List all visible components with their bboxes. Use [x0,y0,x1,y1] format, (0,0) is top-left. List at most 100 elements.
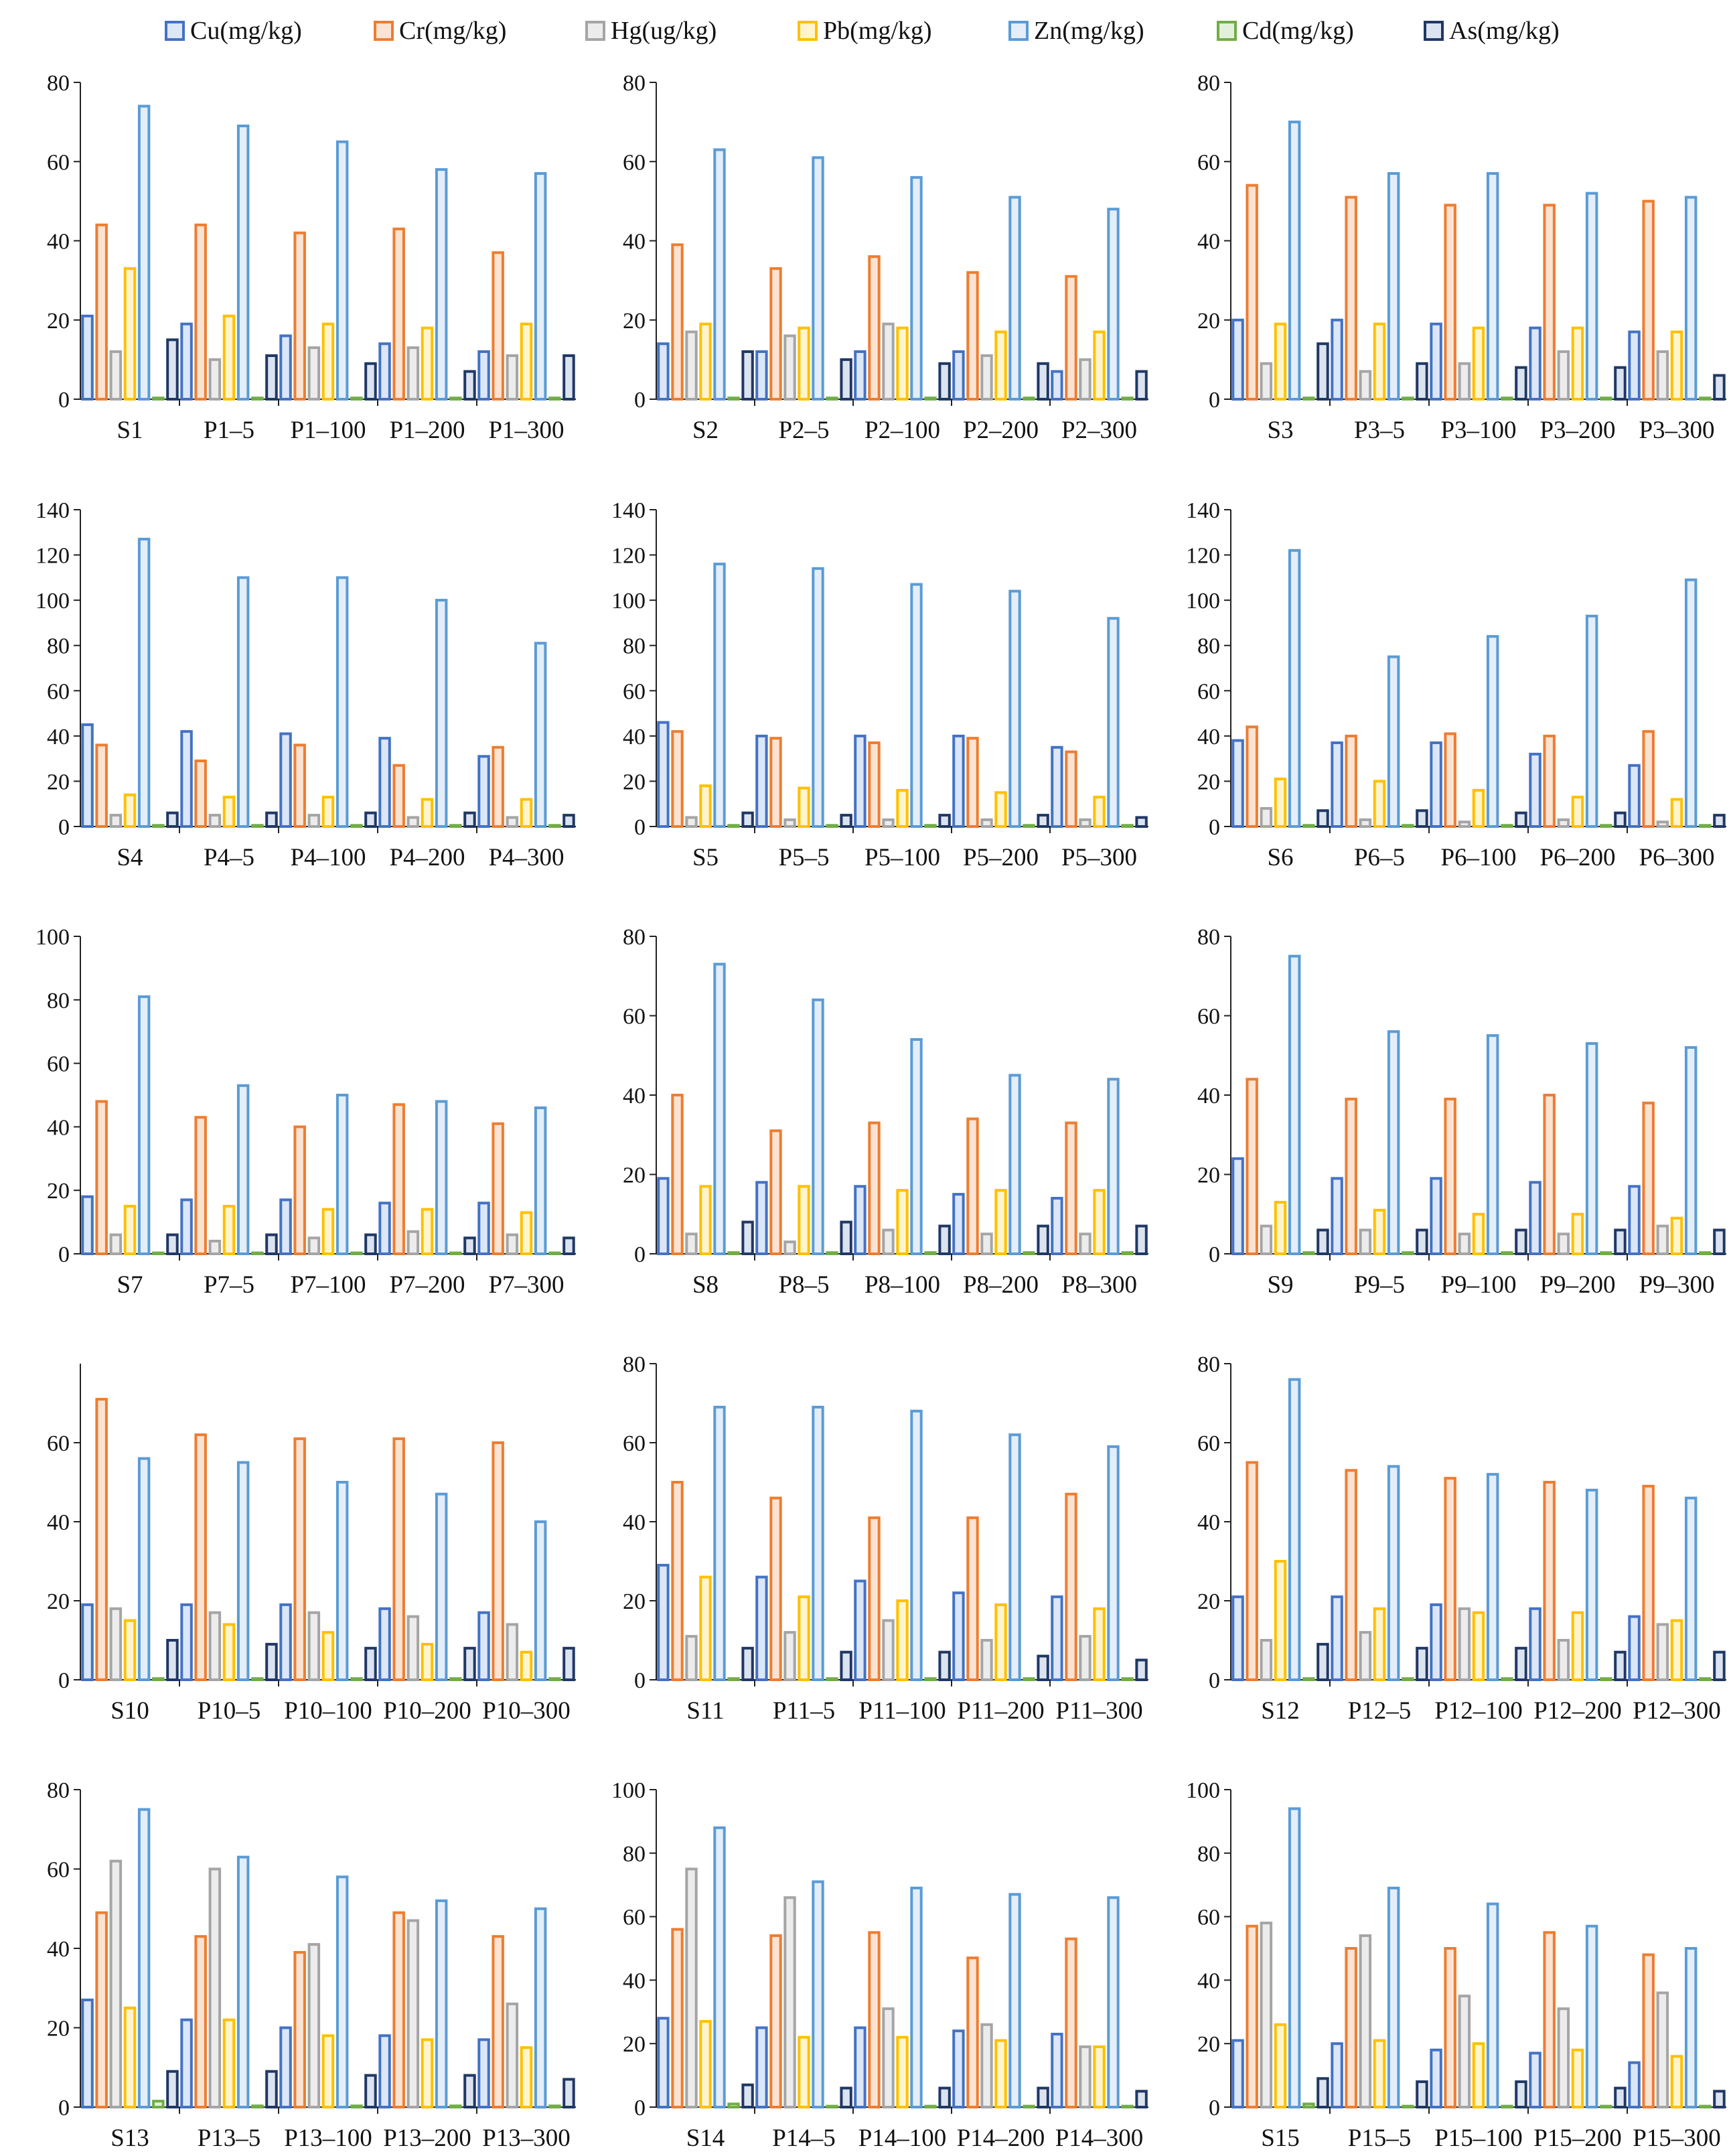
bar-hg-p13-300 [506,2002,519,2108]
bar-cr-p14-100 [868,1931,881,2109]
bar-as-p12-200 [1614,1650,1627,1681]
bar-cd-s9 [1302,1251,1315,1255]
y-tick-label: 100 [1186,589,1220,614]
y-tick-label: 40 [1197,1510,1220,1535]
bar-cu-p4-200 [378,737,391,828]
bar-pb-p14-5 [798,2035,810,2108]
bar-as-p10-200 [463,1646,476,1682]
bar-as-p4-200 [463,811,476,828]
bar-pb-p15-200 [1571,2048,1584,2108]
bar-zn-p4-200 [435,599,448,828]
bar-cu-p7-100 [279,1198,292,1256]
bar-cr-s2 [671,243,684,401]
bar-as-p12-300 [1713,1650,1726,1681]
bar-as-s7 [166,1233,179,1255]
legend-label-cu: Cu(mg/kg) [190,17,302,45]
bar-cu-s15 [1231,2039,1244,2108]
bar-as-p2-5 [840,358,852,401]
bar-zn-p7-100 [335,1094,349,1255]
bar-zn-p5-100 [910,583,923,828]
panel-6: 0 20 40 60 80 100 120 140 S6 P6–5 P6–100 P6–200 P6–3… [1186,498,1726,871]
bar-cu-p3-200 [1529,326,1542,401]
bar-zn-p12-300 [1684,1496,1698,1682]
bar-as-p1-100 [364,362,377,401]
bar-cu-p12-200 [1529,1607,1542,1682]
bar-hg-p12-5 [1359,1631,1372,1681]
bar-cd-p13-100 [350,2104,363,2108]
bar-hg-p1-5 [208,358,222,401]
y-tick-label: 20 [1197,1163,1220,1188]
bar-hg-p4-200 [406,816,420,828]
bar-as-p13-200 [463,2074,476,2109]
bar-hg-p12-100 [1458,1607,1471,1682]
x-category-label: P6–200 [1539,844,1615,871]
bar-zn-p5-300 [1107,617,1120,828]
bar-as-p7-100 [364,1233,377,1255]
bar-cd-p8-5 [826,1251,838,1255]
bar-hg-p12-300 [1656,1623,1669,1681]
bar-zn-s8 [713,962,726,1255]
bar-as-p2-300 [1135,370,1148,401]
x-category-label: P2–300 [1061,417,1137,444]
bar-zn-p3-5 [1387,172,1400,401]
x-category-label: P12–5 [1348,1697,1412,1725]
bar-cu-p8-300 [1051,1197,1063,1255]
bar-zn-p2-5 [812,156,824,401]
bar-cu-p6-5 [1331,741,1343,828]
bar-as-p13-100 [364,2074,377,2109]
bar-zn-p9-100 [1486,1034,1499,1255]
x-category-label: P13–200 [383,2125,471,2152]
bar-cu-p9-200 [1529,1181,1542,1256]
bar-zn-s11 [713,1405,726,1681]
panel-7: 0 20 40 60 80 100 S7 P7–5 P7–100 P7–200 P7–300 [35,925,576,1299]
bar-cr-p8-100 [868,1121,881,1255]
bar-pb-p5-5 [798,786,810,828]
bar-zn-p10-200 [435,1492,448,1681]
bar-pb-p4-300 [520,798,533,828]
bar-pb-p10-100 [321,1631,335,1681]
panel-12: 0 20 40 60 80 S12 P12–5 P12–100 P12–200 P12–300 [1197,1352,1726,1725]
bar-zn-p8-200 [1008,1074,1021,1256]
bar-cu-p12-100 [1430,1603,1442,1681]
bar-hg-p5-5 [783,818,796,829]
bar-hg-s15 [1260,1922,1273,2109]
x-category-label: P11–300 [1055,1697,1142,1725]
y-tick-label: 0 [58,388,70,413]
y-tick-label: 40 [47,230,70,255]
y-tick-label: 120 [611,544,646,569]
y-tick-label: 40 [623,725,646,749]
y-tick-label: 120 [1186,544,1220,569]
bar-cd-p2-5 [826,397,838,401]
bar-cu-p15-200 [1529,2052,1542,2108]
y-tick-label: 80 [623,634,646,659]
bar-as-p15-100 [1515,2080,1527,2109]
bar-pb-s1 [123,267,137,401]
bar-hg-p3-5 [1359,370,1372,401]
panel-10: 0 20 40 60 S10 P10–5 P10–100 P10–200 P10–300 [47,1364,576,1725]
bar-pb-p10-300 [520,1650,533,1681]
x-category-label: P11–200 [957,1697,1044,1725]
x-category-label: S1 [117,417,143,444]
bar-cr-p15-200 [1543,1931,1556,2109]
bar-cu-p7-300 [477,1202,490,1255]
bar-pb-p1-5 [222,314,236,401]
bar-as-p14-5 [840,2086,852,2109]
bar-as-p1-300 [562,354,575,401]
x-category-label: S5 [692,844,719,871]
x-category-label: P1–300 [488,417,564,444]
bar-cr-p5-100 [868,741,881,828]
x-category-label: P5–200 [963,844,1039,871]
y-tick-label: 80 [1197,71,1220,96]
bar-pb-p6-300 [1670,798,1683,828]
bar-zn-s12 [1288,1378,1301,1682]
bar-cd-p12-5 [1402,1677,1414,1681]
y-tick-label: 100 [611,1778,646,1803]
bar-cu-p10-5 [180,1603,193,1681]
bar-as-p4-100 [364,811,377,828]
bar-cr-s14 [671,1928,684,2109]
bar-cu-s12 [1231,1595,1244,1682]
bar-cr-p10-5 [194,1433,207,1681]
bar-cd-s8 [727,1251,740,1255]
bar-cd-s15 [1302,2102,1315,2109]
bar-cr-s15 [1246,1924,1258,2109]
